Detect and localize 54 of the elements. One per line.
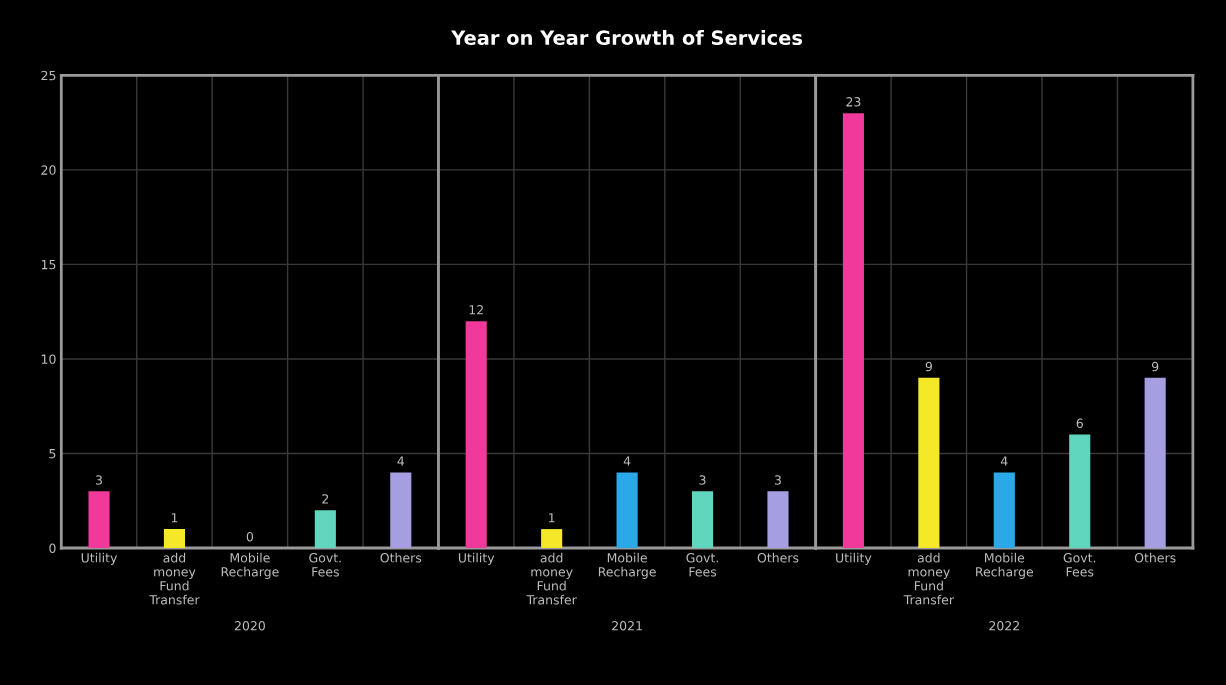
x-tick-label: Others bbox=[1134, 552, 1176, 563]
x-tick-label: add money Fund Transfer bbox=[149, 552, 200, 605]
data-label: 1 bbox=[171, 513, 178, 523]
x-tick-label: add money Fund Transfer bbox=[903, 552, 954, 605]
x-axis-title: 2022 bbox=[989, 621, 1019, 631]
chart-title: Year on Year Growth of Services bbox=[451, 30, 803, 46]
data-label: 3 bbox=[96, 475, 102, 485]
x-tick-label: Utility bbox=[458, 552, 495, 565]
bar bbox=[993, 472, 1015, 548]
data-label: 12 bbox=[469, 305, 483, 315]
bar bbox=[691, 491, 714, 548]
data-label: 3 bbox=[699, 475, 706, 485]
data-label: 9 bbox=[925, 361, 932, 372]
y-tick-label: 15 bbox=[41, 260, 56, 270]
bar bbox=[767, 491, 789, 548]
x-tick-label: Utility bbox=[81, 552, 118, 565]
data-label: 6 bbox=[1076, 418, 1083, 428]
x-tick-label: Govt. Fees bbox=[309, 553, 341, 577]
x-tick-label: Utility bbox=[836, 552, 872, 565]
bar bbox=[616, 472, 638, 548]
bar bbox=[1069, 434, 1091, 548]
x-tick-label: Others bbox=[380, 552, 422, 563]
data-label: 23 bbox=[846, 97, 861, 107]
y-tick-label: 5 bbox=[49, 449, 56, 459]
y-tick-label: 10 bbox=[41, 354, 56, 364]
bar bbox=[88, 491, 110, 548]
x-tick-label: Mobile Recharge bbox=[221, 552, 279, 579]
x-axis-title: 2020 bbox=[234, 621, 265, 631]
bar bbox=[1144, 377, 1166, 548]
bar bbox=[918, 377, 940, 548]
data-label: 4 bbox=[623, 456, 631, 466]
data-label: 2 bbox=[322, 494, 329, 504]
data-label: 0 bbox=[246, 531, 254, 542]
y-tick-label: 20 bbox=[41, 165, 56, 175]
x-tick-label: add money Fund Transfer bbox=[526, 552, 577, 605]
y-tick-label: 25 bbox=[41, 70, 56, 81]
x-tick-label: Mobile Recharge bbox=[976, 552, 1034, 579]
bar bbox=[314, 510, 336, 548]
bar bbox=[390, 472, 412, 548]
bar bbox=[842, 113, 864, 548]
data-label: 3 bbox=[774, 475, 781, 485]
x-axis-title: 2021 bbox=[612, 621, 642, 631]
bar bbox=[541, 529, 563, 548]
x-tick-label: Mobile Recharge bbox=[598, 552, 656, 579]
x-tick-label: Others bbox=[757, 552, 799, 563]
data-label: 1 bbox=[549, 513, 555, 523]
x-tick-label: Govt. Fees bbox=[686, 553, 718, 577]
bar bbox=[163, 529, 186, 548]
x-tick-label: Govt. Fees bbox=[1063, 553, 1096, 577]
data-label: 4 bbox=[397, 456, 405, 466]
y-tick-label: 0 bbox=[49, 543, 56, 553]
bar bbox=[465, 321, 487, 548]
data-label: 9 bbox=[1151, 361, 1159, 372]
data-label: 4 bbox=[1000, 456, 1008, 466]
